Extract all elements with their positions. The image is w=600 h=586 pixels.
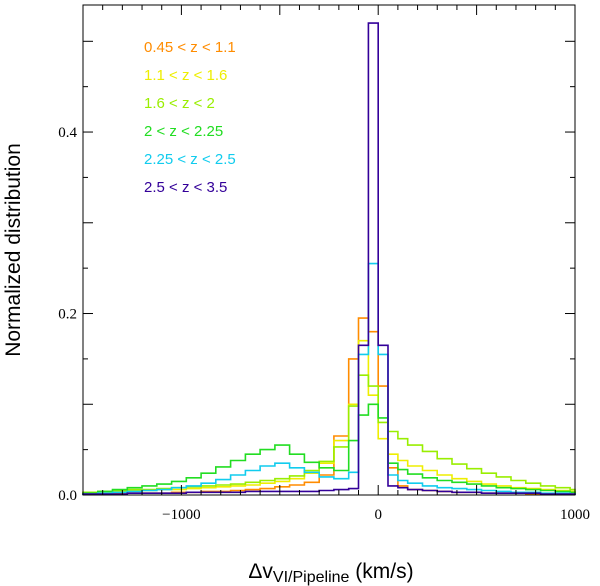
x-axis-title-unit: (km/s) — [355, 560, 413, 583]
y-tick-label: 0.4 — [58, 125, 77, 141]
series-line-4 — [82, 403, 576, 495]
series-line-5 — [82, 262, 576, 495]
legend-entry-6: 2.5 < z < 3.5 — [144, 179, 227, 196]
legend-entry-5: 2.25 < z < 2.5 — [144, 151, 236, 168]
series-layer — [82, 22, 576, 495]
plot-frame — [82, 4, 576, 496]
x-axis-title-main: Δv — [248, 560, 273, 583]
x-tick-label: 1000 — [560, 507, 590, 523]
legend-entry-1: 0.45 < z < 1.1 — [144, 39, 236, 56]
series-line-6 — [82, 22, 576, 495]
y-axis-title: Normalized distribution — [2, 143, 25, 357]
y-tick-label: 0.0 — [58, 488, 77, 504]
x-tick-label: −1000 — [162, 507, 200, 523]
y-tick-label: 0.2 — [58, 307, 77, 323]
series-line-2 — [82, 339, 576, 495]
x-axis-title-subscript: VI/Pipeline — [273, 569, 350, 586]
tick-marks — [82, 5, 576, 496]
x-axis-title: ΔvVI/Pipeline (km/s) — [248, 560, 413, 586]
tick-labels: −1000 0 1000 0.0 0.2 0.4 — [58, 125, 590, 523]
legend-entry-3: 1.6 < z < 2 — [144, 95, 215, 112]
x-tick-label: 0 — [374, 507, 382, 523]
legend-entry-4: 2 < z < 2.25 — [144, 123, 223, 140]
legend: 0.45 < z < 1.1 1.1 < z < 1.6 1.6 < z < 2 2 … — [144, 39, 236, 196]
legend-entry-2: 1.1 < z < 1.6 — [144, 67, 227, 84]
